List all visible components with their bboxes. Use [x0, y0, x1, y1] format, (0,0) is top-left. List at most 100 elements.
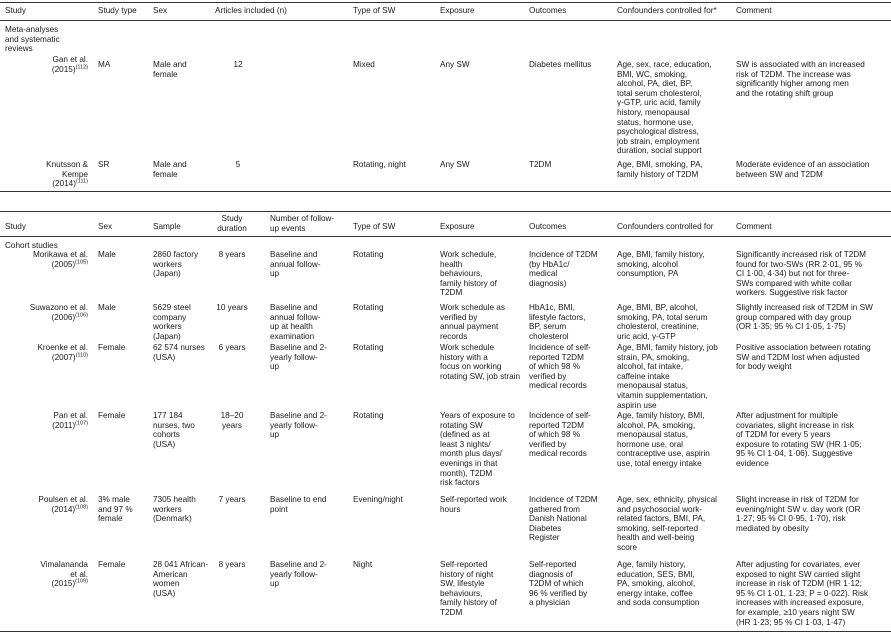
t2-row2-study: Suwazono et al. (2006)(106) [5, 303, 88, 322]
t2-row2-sample: 5629 steel company workers (Japan) [153, 303, 191, 341]
t2-row2-outcomes: HbA1c, BMI, lifestyle factors, BP, serum… [529, 303, 586, 341]
t1-row2-type: SR [98, 160, 110, 169]
t2-row5-comment: Slight increase in risk of T2DM for even… [736, 495, 861, 533]
t1-row1-type: MA [98, 60, 111, 69]
t2-row4-study: Pan et al. (2011)(107) [5, 411, 88, 430]
t1-row2-study: Knutsson & Kempe (2014)(111) [8, 160, 88, 189]
t2-row4-comment: After adjustment for multiple covariates… [736, 411, 862, 468]
t2-row1-sw: Rotating [353, 250, 384, 259]
t2-header-outcomes: Outcomes [529, 222, 567, 231]
t1-header-outcomes: Outcomes [529, 6, 567, 15]
t2-row6-sw: Night [353, 560, 373, 569]
t2-row3-comment: Positive association between rotating SW… [736, 343, 871, 372]
t1-row2-exposure: Any SW [440, 160, 470, 169]
t2-header-comment: Comment [736, 222, 772, 231]
t1-section-label: Meta-analyses and systematic reviews [5, 25, 60, 54]
t2-row1-ref: (105) [75, 258, 88, 265]
t1-row2-outcomes: T2DM [529, 160, 552, 169]
t2-row5-ref: (108) [75, 503, 88, 510]
t2-row2-study-text: Suwazono et al. (2006) [29, 303, 88, 322]
t2-row6-ref: (109) [75, 578, 88, 585]
t2-row6-comment: After adjusting for covariates, ever exp… [736, 560, 869, 627]
t1-header-comment: Comment [736, 6, 772, 15]
table1-top-rule [0, 2, 891, 3]
t1-header-confounders: Confounders controlled for* [617, 6, 717, 15]
t2-row6-outcomes: Self-reported diagnosis of T2DM of which… [529, 560, 588, 608]
t2-header-sample: Sample [153, 222, 181, 231]
t2-row3-duration: 6 years [218, 343, 246, 352]
t1-row1-study: Gan et al. (2015)(112) [20, 55, 88, 74]
t1-row1-outcomes: Diabetes mellitus [529, 60, 592, 69]
t2-row5-study-text: Poulsen et al. (2014) [38, 495, 88, 514]
t2-row1-outcomes: Incidence of T2DM (by HbA1c/ medical dia… [529, 250, 598, 288]
t2-row4-exposure: Years of exposure to rotating SW (define… [440, 411, 515, 488]
t2-row1-duration: 8 years [218, 250, 246, 259]
t2-row4-outcomes: Incidence of self- reported T2DM of whic… [529, 411, 591, 459]
t2-row5-duration: 7 years [218, 495, 246, 504]
t1-row2-confounders: Age, BMI, smoking, PA, family history of… [617, 160, 703, 179]
t2-header-exposure: Exposure [440, 222, 475, 231]
t1-row1-comment: SW is associated with an increased risk … [736, 60, 865, 98]
t2-row3-outcomes: Incidence of self- reported T2DM of whic… [529, 343, 591, 391]
t2-row1-exposure: Work schedule, health behaviours, family… [440, 250, 497, 298]
t2-row1-sex: Male [98, 250, 116, 259]
t2-row6-sample: 28 041 African- American women (USA) [153, 560, 209, 598]
t2-row4-sw: Rotating [353, 411, 384, 420]
t2-row3-sw: Rotating [353, 343, 384, 352]
table2-top-rule [0, 211, 891, 212]
t2-row2-ref: (106) [75, 311, 88, 318]
t2-header-confounders: Confounders controlled for [617, 222, 714, 231]
t2-row1-events: Baseline and annual follow- up [270, 250, 321, 279]
t2-row5-sex: 3% male and 97 % female [98, 495, 133, 524]
t2-header-type-of-sw: Type of SW [353, 222, 396, 231]
t2-row1-confounders: Age, BMI, family history, smoking, alcoh… [617, 250, 705, 279]
t2-row4-sex: Female [98, 411, 126, 420]
t2-row2-sw: Rotating [353, 303, 384, 312]
t2-row6-events: Baseline and 2- yearly follow- up [270, 560, 327, 589]
t2-row1-study-text: Morikawa et al. (2005) [32, 250, 88, 269]
t1-row1-ref: (112) [75, 63, 88, 70]
t2-row6-confounders: Age, family history, education, SES, BMI… [617, 560, 700, 608]
t1-row2-n: 5 [235, 160, 241, 169]
t2-row4-events: Baseline and 2- yearly follow- up [270, 411, 327, 440]
t1-row1-n: 12 [233, 60, 243, 69]
t2-row3-exposure: Work schedule history with a focus on wo… [440, 343, 521, 381]
t2-row5-events: Baseline to end point [270, 495, 327, 514]
t1-row1-sw: Mixed [353, 60, 375, 69]
t2-row5-outcomes: Incidence of T2DM gathered from Danish N… [529, 495, 598, 543]
t2-row3-ref: (110) [75, 351, 88, 358]
t2-row2-exposure: Work schedule as verified by annual paym… [440, 303, 505, 341]
table1-header-rule [0, 20, 891, 21]
t1-row1-confounders: Age, sex, race, education, BMI, WC, smok… [617, 60, 712, 156]
t2-row4-confounders: Age, family history, BMI, alcohol, PA, s… [617, 411, 710, 468]
t2-row3-study: Kroenke et al. (2007)(110) [5, 343, 88, 362]
t1-header-study: Study [5, 6, 26, 15]
t2-row3-study-text: Kroenke et al. (2007) [37, 343, 88, 362]
t1-row1-exposure: Any SW [440, 60, 470, 69]
t2-row1-sample: 2860 factory workers (Japan) [153, 250, 199, 279]
t2-row3-sex: Female [98, 343, 126, 352]
t2-row2-duration: 10 years [216, 303, 248, 312]
t2-row5-exposure: Self-reported work hours [440, 495, 507, 514]
t2-row4-study-text: Pan et al. (2011) [52, 411, 88, 430]
t2-row3-confounders: Age, BMI, family history, job strain, PA… [617, 343, 718, 410]
t2-row6-study: Vimalananda et al. (2015)(109) [5, 560, 88, 589]
t2-header-study: Study [5, 222, 26, 231]
t2-header-duration: Study duration [217, 214, 247, 233]
t1-row2-ref: (111) [75, 178, 88, 185]
t2-row2-sex: Male [98, 303, 116, 312]
t1-row2-comment: Moderate evidence of an association betw… [736, 160, 870, 179]
t1-header-sex: Sex [153, 6, 168, 15]
t2-row4-duration: 18–20 years [220, 411, 244, 430]
t1-row2-sw: Rotating, night [353, 160, 406, 169]
t2-row2-confounders: Age, BMI, BP, alcohol, smoking, PA, tota… [617, 303, 708, 341]
table2-header-rule [0, 236, 891, 237]
t2-row1-comment: Significantly increased risk of T2DM fou… [736, 250, 866, 298]
t2-row6-study-text: Vimalananda et al. (2015) [40, 560, 88, 589]
t1-row1-sex: Male and female [153, 60, 187, 79]
t2-row4-ref: (107) [75, 419, 88, 426]
t2-row3-sample: 62 574 nurses (USA) [153, 343, 205, 362]
t2-row2-comment: Slightly increased risk of T2DM in SW gr… [736, 303, 873, 332]
t1-header-articles: Articles included (n) [215, 6, 287, 15]
t2-row5-sw: Evening/night [353, 495, 403, 504]
